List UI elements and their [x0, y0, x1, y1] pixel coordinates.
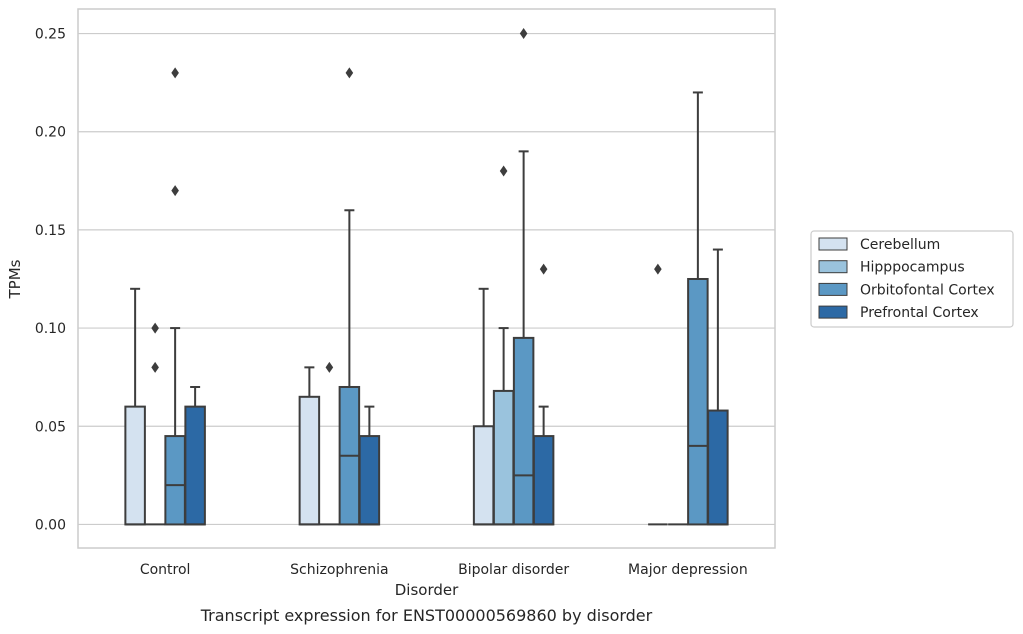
box-3-0 [184, 385, 206, 526]
box-3-2 [532, 263, 555, 526]
legend-box [810, 230, 1014, 328]
legend-swatch [818, 305, 848, 319]
box-2-3 [687, 91, 709, 526]
outlier-point [151, 322, 159, 334]
outlier-point [151, 361, 159, 373]
legend-label: Prefrontal Cortex [860, 305, 979, 321]
x-tick-labels: Control Schizophrenia Bipolar disorder Majo… [140, 562, 748, 578]
legend-label: Hipppocampus [860, 260, 965, 276]
box-body [472, 425, 495, 526]
box-0-2 [472, 287, 495, 526]
box-2-0 [164, 67, 186, 526]
x-tick-label: Bipolar disorder [458, 562, 569, 578]
box-body [492, 389, 515, 526]
box-body [512, 336, 535, 526]
plot-frame [77, 8, 776, 549]
box-body [164, 435, 186, 526]
x-tick-label: Major depression [628, 562, 748, 578]
legend-swatch [818, 260, 848, 274]
box-3-3 [707, 248, 729, 526]
box-body [184, 405, 206, 526]
outlier-point [519, 28, 528, 40]
box-0-3 [648, 263, 668, 526]
y-axis-label: TPMs [6, 259, 24, 299]
figure-caption: Transcript expression for ENST0000056986… [200, 606, 653, 625]
legend-label: Cerebellum [860, 237, 940, 253]
legend-swatch [818, 282, 848, 296]
box-2-2 [512, 28, 535, 526]
x-tick-label: Schizophrenia [290, 562, 388, 578]
y-tick-label: 0.10 [35, 321, 66, 337]
legend-swatch [818, 237, 848, 251]
box-0-0 [124, 287, 146, 526]
box-body [124, 405, 146, 526]
box-body [532, 435, 555, 526]
plot-border [77, 8, 776, 549]
outlier-point [345, 67, 354, 79]
box-plot-series [124, 28, 729, 526]
outlier-point [654, 263, 662, 275]
box-body [298, 395, 321, 526]
y-tick-labels: 0.00 0.05 0.10 0.15 0.20 0.25 [35, 27, 66, 534]
box-1-0 [145, 322, 165, 526]
box-1-2 [492, 165, 515, 526]
box-3-1 [358, 405, 381, 526]
outlier-point [499, 165, 508, 177]
y-tick-label: 0.20 [35, 125, 66, 141]
x-tick-label: Control [140, 562, 191, 578]
legend: Cerebellum Hipppocampus Orbitofontal Corte… [810, 230, 1014, 328]
y-tick-label: 0.25 [35, 27, 66, 43]
outlier-point [325, 361, 334, 373]
legend-label: Orbitofontal Cortex [860, 282, 995, 298]
y-tick-label: 0.00 [35, 517, 66, 533]
box-body [687, 277, 709, 526]
outlier-point [539, 263, 548, 275]
box-2-1 [338, 67, 361, 526]
box-0-1 [298, 366, 321, 526]
outlier-point [171, 67, 179, 79]
box-body [707, 409, 729, 526]
outlier-point [171, 185, 179, 197]
box-1-1 [319, 361, 340, 526]
y-tick-label: 0.05 [35, 419, 66, 435]
x-axis-label: Disorder [395, 581, 459, 599]
box-body [358, 435, 381, 526]
y-tick-label: 0.15 [35, 223, 66, 239]
